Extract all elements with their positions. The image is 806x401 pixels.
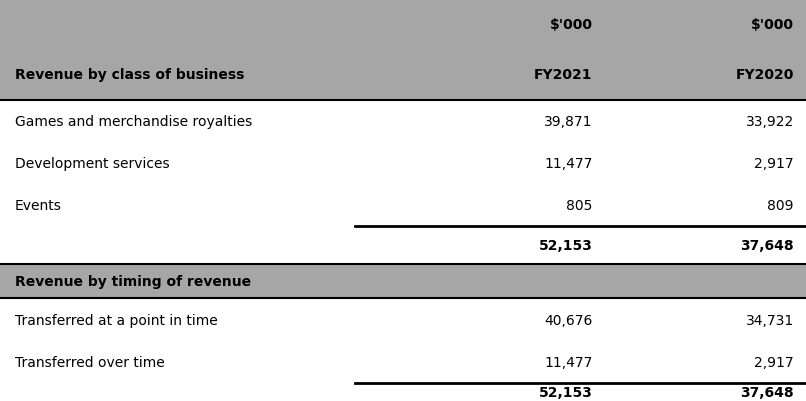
Text: $'000: $'000 [751, 18, 794, 32]
Text: Revenue by class of business: Revenue by class of business [15, 68, 244, 82]
Text: 40,676: 40,676 [544, 313, 592, 327]
Bar [0, 341, 806, 383]
Bar [0, 142, 806, 184]
Text: 37,648: 37,648 [740, 239, 794, 253]
Text: FY2020: FY2020 [736, 68, 794, 82]
Text: 34,731: 34,731 [746, 313, 794, 327]
Text: 2,917: 2,917 [754, 355, 794, 369]
Text: 11,477: 11,477 [544, 156, 592, 170]
Text: Events: Events [15, 198, 61, 213]
Text: 52,153: 52,153 [538, 239, 592, 253]
Text: 809: 809 [767, 198, 794, 213]
Text: FY2021: FY2021 [534, 68, 592, 82]
Text: Transferred over time: Transferred over time [15, 355, 164, 369]
Bar [0, 383, 806, 401]
Text: Revenue by timing of revenue: Revenue by timing of revenue [15, 275, 251, 289]
Bar [0, 299, 806, 341]
Text: 52,153: 52,153 [538, 385, 592, 399]
Text: $'000: $'000 [550, 18, 592, 32]
Text: Transferred at a point in time: Transferred at a point in time [15, 313, 218, 327]
Text: Games and merchandise royalties: Games and merchandise royalties [15, 114, 251, 128]
Text: 11,477: 11,477 [544, 355, 592, 369]
Text: Development services: Development services [15, 156, 169, 170]
Text: 2,917: 2,917 [754, 156, 794, 170]
Text: 33,922: 33,922 [746, 114, 794, 128]
Text: 37,648: 37,648 [740, 385, 794, 399]
Bar [0, 100, 806, 142]
Text: 805: 805 [566, 198, 592, 213]
Bar [0, 265, 806, 299]
Bar [0, 227, 806, 265]
Bar [0, 0, 806, 100]
Text: 39,871: 39,871 [544, 114, 592, 128]
Bar [0, 184, 806, 227]
